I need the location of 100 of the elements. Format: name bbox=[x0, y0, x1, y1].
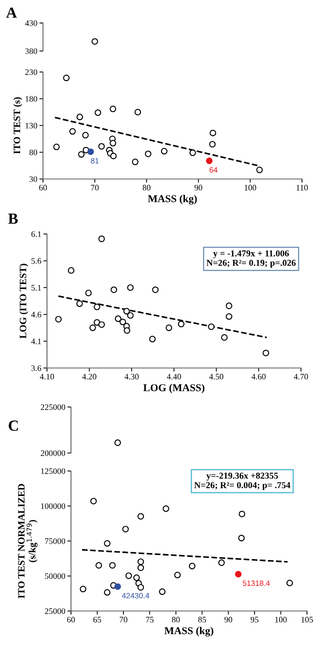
point bbox=[124, 327, 130, 334]
point bbox=[256, 166, 263, 174]
point bbox=[262, 350, 270, 356]
point bbox=[210, 130, 216, 136]
y-tick-label: 75000 bbox=[45, 538, 66, 544]
point bbox=[78, 151, 85, 158]
point bbox=[178, 320, 184, 328]
point bbox=[120, 318, 126, 326]
point bbox=[208, 323, 215, 330]
point bbox=[137, 584, 144, 591]
point bbox=[104, 589, 110, 596]
y-tick-label: 4.6 bbox=[31, 312, 42, 318]
point bbox=[134, 108, 142, 116]
point bbox=[189, 150, 196, 156]
y-tick-label: 430 bbox=[25, 20, 38, 26]
y-tick-label: 4.1 bbox=[31, 338, 41, 344]
x-axis-title: MASS (kg) bbox=[164, 626, 214, 636]
x-tick-label: 90 bbox=[224, 616, 232, 622]
y-tick-label: 5.6 bbox=[32, 258, 42, 264]
point bbox=[166, 324, 172, 332]
point bbox=[90, 498, 97, 504]
chart-title: B bbox=[8, 214, 18, 224]
chart-title: A bbox=[6, 8, 17, 18]
point bbox=[174, 572, 181, 578]
x-axis-title: LOG (MASS) bbox=[143, 384, 204, 394]
y-axis-title: ITO TEST (s) bbox=[13, 97, 22, 154]
point bbox=[127, 284, 134, 291]
point bbox=[122, 526, 129, 532]
annotation: y=-219.36x +82355 N=26; R²= 0.004; p= .754 bbox=[194, 472, 290, 490]
point bbox=[160, 148, 168, 154]
point bbox=[114, 583, 121, 590]
point bbox=[94, 109, 102, 116]
point bbox=[188, 562, 196, 570]
x-tick-label: 90 bbox=[194, 184, 202, 190]
point bbox=[152, 286, 159, 294]
point bbox=[226, 302, 232, 310]
point bbox=[87, 148, 94, 155]
point bbox=[80, 586, 86, 592]
x-tick-label: 60 bbox=[39, 184, 47, 190]
point bbox=[133, 574, 140, 581]
point bbox=[158, 588, 166, 595]
point bbox=[110, 152, 117, 160]
point bbox=[144, 150, 152, 158]
x-tick-label: 4.50 bbox=[209, 374, 224, 380]
y-tick-label: 180 bbox=[26, 96, 38, 102]
y-tick-label: 6.1 bbox=[31, 231, 41, 238]
point bbox=[110, 106, 116, 112]
y-tick-label: 230 bbox=[25, 69, 38, 75]
text: C bbox=[8, 420, 18, 431]
x-tick-label: 65 bbox=[93, 616, 102, 622]
point bbox=[221, 334, 228, 341]
x-tick-label: 95 bbox=[250, 616, 258, 622]
point bbox=[98, 143, 105, 150]
point bbox=[127, 312, 134, 319]
point bbox=[149, 336, 156, 342]
point bbox=[98, 236, 105, 242]
point bbox=[104, 540, 110, 547]
point bbox=[209, 140, 216, 148]
x-tick-label: 100 bbox=[275, 616, 287, 622]
point bbox=[238, 534, 245, 542]
point bbox=[76, 300, 83, 307]
point bbox=[68, 267, 74, 274]
y-tick-label: 80 bbox=[29, 150, 38, 156]
point bbox=[137, 564, 144, 572]
x-tick-label: 70 bbox=[91, 184, 99, 190]
x-tick-label: 4.20 bbox=[82, 374, 96, 380]
annotation: y = -1.479x + 11.006 N=26; R²= 0.19; p=.026 bbox=[206, 250, 296, 268]
y-tick-label: 100000 bbox=[41, 503, 66, 509]
point bbox=[218, 559, 225, 566]
point bbox=[85, 290, 92, 296]
point bbox=[94, 304, 100, 310]
x-tick-label: 4.30 bbox=[124, 374, 139, 380]
x-tick-label: 110 bbox=[296, 184, 308, 190]
y-tick-label: 5.1 bbox=[32, 284, 41, 291]
point bbox=[53, 144, 60, 150]
point bbox=[110, 140, 116, 146]
point bbox=[98, 321, 105, 328]
y-axis-title: LOG (ITO TEST) bbox=[19, 264, 28, 338]
point bbox=[286, 580, 293, 586]
x-tick-label: 75 bbox=[146, 616, 154, 622]
y-tick-label: 130 bbox=[26, 122, 38, 128]
x-tick-label: 4.70 bbox=[294, 374, 308, 380]
point bbox=[206, 158, 213, 164]
y-axis-title: ITO TEST NORMALIZED (s/kg$^{1.479}$) bbox=[18, 484, 38, 598]
x-tick-label: 80 bbox=[172, 616, 180, 622]
point bbox=[114, 315, 122, 322]
x-tick-label: 60 bbox=[67, 616, 75, 622]
point bbox=[162, 505, 170, 512]
point bbox=[69, 128, 76, 135]
x-tick-label: 4.10 bbox=[40, 374, 54, 380]
point bbox=[89, 324, 96, 332]
point bbox=[125, 572, 132, 579]
point bbox=[235, 570, 242, 578]
x-tick-label: 85 bbox=[198, 616, 206, 622]
point bbox=[82, 132, 89, 138]
y-tick-label: 25000 bbox=[44, 608, 66, 614]
y-tick-label: 125000 bbox=[41, 468, 66, 474]
point bbox=[123, 308, 130, 314]
point bbox=[226, 313, 232, 320]
point bbox=[63, 74, 70, 82]
